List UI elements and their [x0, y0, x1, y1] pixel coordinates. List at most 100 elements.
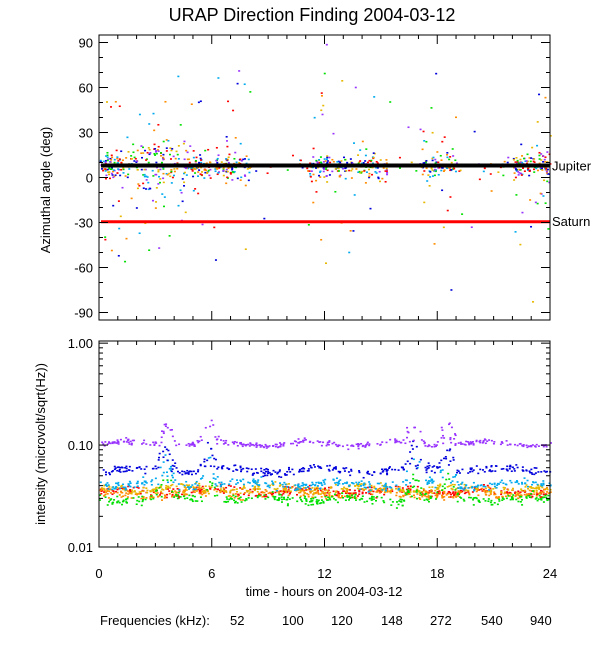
azimuth-point [451, 148, 454, 150]
intensity-point-540 [235, 468, 238, 471]
intensity-point-540 [118, 470, 121, 472]
intensity-point-540 [227, 468, 230, 471]
intensity-point-540 [289, 471, 292, 473]
azimuth-point [110, 249, 113, 252]
intensity-point-100 [443, 499, 446, 501]
intensity-point-52 [344, 492, 347, 494]
azimuth-point [198, 161, 201, 164]
intensity-point-148 [327, 499, 330, 501]
intensity-point-148 [286, 498, 289, 501]
intensity-point-148 [286, 496, 289, 499]
intensity-point-940 [509, 443, 512, 446]
intensity-point-940 [351, 444, 354, 447]
azimuth-point [371, 173, 374, 176]
intensity-point-272 [474, 486, 477, 488]
intensity-point-540 [533, 473, 536, 476]
intensity-point-100 [315, 491, 318, 494]
intensity-point-540 [427, 467, 430, 469]
intensity-point-100 [130, 497, 133, 499]
intensity-point-120 [520, 488, 523, 490]
intensity-point-120 [358, 483, 361, 486]
intensity-point-100 [109, 492, 112, 494]
azimuth-point [234, 136, 237, 139]
intensity-point-540 [461, 468, 464, 471]
azimuth-point [543, 158, 546, 161]
intensity-point-272 [265, 482, 268, 485]
azimuth-point [536, 169, 539, 172]
azimuth-point [379, 159, 382, 161]
intensity-point-100 [204, 492, 207, 494]
intensity-point-120 [409, 487, 412, 489]
intensity-point-272 [299, 487, 302, 490]
azimuth-point [506, 161, 509, 164]
intensity-point-148 [493, 501, 496, 504]
intensity-point-148 [427, 500, 430, 503]
intensity-point-120 [489, 490, 492, 493]
azimuth-point [344, 177, 347, 180]
azimuth-point [194, 172, 197, 174]
azimuth-point [353, 194, 356, 196]
intensity-point-540 [445, 457, 448, 460]
intensity-point-940 [472, 443, 475, 445]
intensity-point-100 [309, 491, 312, 494]
azimuth-point [359, 172, 362, 174]
intensity-point-120 [223, 490, 226, 492]
azimuth-point [189, 145, 192, 147]
azimuth-point [431, 159, 434, 162]
intensity-point-940 [481, 442, 484, 444]
azimuth-point [539, 192, 542, 195]
intensity-point-540 [236, 469, 239, 471]
intensity-point-148 [484, 500, 487, 502]
intensity-point-100 [376, 491, 379, 493]
intensity-point-148 [299, 496, 302, 499]
intensity-point-120 [253, 489, 256, 492]
azimuth-point [110, 106, 113, 108]
intensity-point-272 [542, 483, 545, 486]
intensity-point-940 [111, 442, 114, 445]
intensity-point-100 [107, 497, 110, 499]
azimuth-point [321, 113, 324, 116]
intensity-point-100 [535, 491, 538, 494]
intensity-point-540 [368, 473, 371, 475]
azimuth-point [448, 158, 451, 161]
intensity-point-540 [216, 468, 219, 470]
intensity-point-940 [402, 439, 405, 441]
azimuth-point [198, 169, 201, 171]
intensity-point-272 [251, 485, 254, 487]
azimuth-point [536, 144, 539, 147]
azimuth-point [348, 169, 351, 172]
intensity-point-52 [522, 490, 525, 492]
azimuth-point [197, 175, 200, 177]
azimuth-point [386, 173, 389, 176]
intensity-point-100 [116, 491, 119, 494]
azimuth-point [243, 83, 246, 86]
intensity-point-52 [353, 489, 356, 492]
azimuth-point [446, 152, 449, 154]
intensity-point-272 [520, 481, 523, 484]
intensity-point-100 [484, 491, 487, 494]
intensity-point-540 [326, 465, 329, 467]
intensity-point-940 [443, 437, 446, 439]
intensity-point-540 [254, 468, 257, 470]
intensity-point-52 [519, 491, 522, 494]
intensity-point-272 [451, 480, 454, 482]
intensity-point-148 [286, 504, 289, 507]
azimuth-point [376, 167, 379, 169]
intensity-point-100 [278, 491, 281, 493]
intensity-point-52 [482, 483, 485, 486]
intensity-point-120 [360, 483, 363, 485]
intensity-point-120 [222, 487, 225, 489]
intensity-point-272 [376, 482, 379, 485]
intensity-point-52 [452, 491, 455, 493]
intensity-point-940 [189, 443, 192, 446]
intensity-point-120 [400, 489, 403, 491]
intensity-point-272 [531, 483, 534, 486]
intensity-point-100 [443, 492, 446, 495]
intensity-point-148 [158, 486, 161, 489]
azimuth-point [513, 166, 516, 169]
intensity-point-120 [195, 490, 198, 492]
intensity-point-52 [165, 496, 168, 499]
intensity-point-52 [416, 485, 419, 488]
azimuth-point [431, 169, 434, 171]
intensity-point-148 [176, 497, 179, 500]
